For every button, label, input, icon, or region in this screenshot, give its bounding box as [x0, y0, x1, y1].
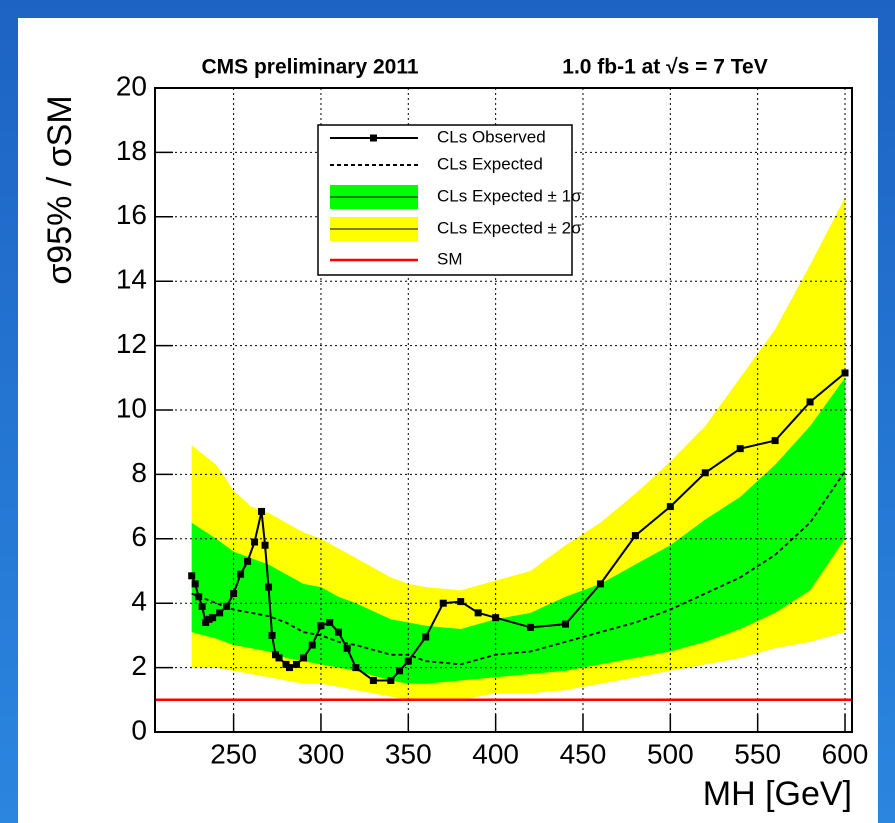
data-point: [736, 445, 744, 453]
data-point: [268, 631, 276, 639]
data-point: [308, 641, 316, 649]
chart-title: CMS preliminary 2011: [201, 56, 418, 79]
x-tick-label: 600: [822, 738, 869, 769]
data-point: [261, 541, 269, 549]
y-tick-label: 2: [131, 650, 147, 681]
x-tick-label: 500: [647, 738, 694, 769]
y-tick-label: 18: [116, 135, 147, 166]
data-point: [188, 572, 196, 580]
data-point: [527, 623, 535, 631]
data-point: [806, 398, 814, 406]
data-point: [292, 660, 300, 668]
data-point: [841, 369, 849, 377]
data-point: [422, 633, 430, 641]
data-point: [771, 437, 779, 445]
data-point: [457, 598, 465, 606]
y-tick-label: 10: [116, 392, 147, 423]
legend-label: CLs Observed: [437, 127, 546, 146]
y-axis-label: σ95% / σSM: [41, 95, 79, 284]
x-tick-label: 450: [560, 738, 607, 769]
data-point: [387, 676, 395, 684]
legend-label: CLs Expected ± 1σ: [437, 186, 582, 205]
data-point: [666, 503, 674, 511]
data-point: [596, 580, 604, 588]
data-point: [343, 644, 351, 652]
data-point: [326, 619, 334, 627]
x-tick-label: 300: [298, 738, 345, 769]
plot-area: 0 2 4 6 8 10 12 14 16 18 20 250 300 350 400 450 500 550 60…: [116, 70, 869, 769]
y-tick-label: 12: [116, 328, 147, 359]
data-point: [701, 469, 709, 477]
data-point: [237, 570, 245, 578]
y-tick-label: 20: [116, 70, 147, 101]
data-point: [404, 657, 412, 665]
data-point: [317, 622, 325, 630]
data-point: [396, 667, 404, 675]
y-tick-label: 0: [131, 714, 147, 745]
data-point: [244, 557, 252, 565]
y-tick-label: 14: [116, 264, 147, 295]
legend: CLs Observed CLs Expected CLs Expected ± 1…: [317, 124, 582, 276]
data-point: [209, 614, 217, 622]
data-point: [198, 602, 206, 610]
y-tick-label: 6: [131, 521, 147, 552]
data-point: [299, 654, 307, 662]
data-point: [492, 614, 500, 622]
data-point: [631, 532, 639, 540]
data-point: [369, 676, 377, 684]
x-tick-label: 550: [734, 738, 781, 769]
legend-marker: [370, 134, 377, 142]
data-point: [275, 654, 283, 662]
series-line: [191, 470, 846, 666]
data-point: [286, 664, 294, 672]
y-tick-label: 16: [116, 199, 147, 230]
x-tick-label: 250: [210, 738, 257, 769]
chart-subtitle: 1.0 fb-1 at √s = 7 TeV: [562, 56, 767, 79]
data-point: [334, 628, 342, 636]
data-point: [191, 580, 199, 588]
error-band: [191, 377, 846, 684]
x-tick-label: 350: [385, 738, 432, 769]
x-tick-label: 400: [472, 738, 519, 769]
data-point: [216, 609, 224, 617]
x-axis-label: MH [GeV]: [703, 775, 852, 813]
data-point: [265, 583, 273, 591]
data-point: [439, 599, 447, 607]
legend-label: CLs Expected ± 2σ: [437, 218, 582, 237]
data-point: [562, 620, 570, 628]
legend-label: CLs Expected: [437, 154, 543, 173]
plot-frame: [154, 87, 853, 733]
legend-label: SM: [437, 249, 463, 268]
data-point: [474, 609, 482, 617]
data-point: [230, 590, 238, 598]
data-point: [352, 664, 360, 672]
y-tick-label: 4: [131, 586, 147, 617]
y-tick-label: 8: [131, 457, 147, 488]
data-point: [251, 538, 259, 546]
data-point: [258, 507, 266, 515]
